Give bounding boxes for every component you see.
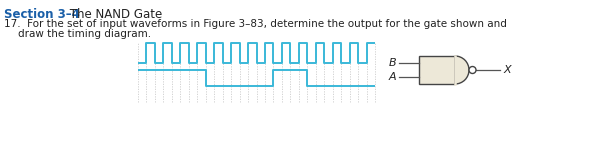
Text: X: X: [503, 65, 511, 75]
Circle shape: [469, 67, 476, 74]
Bar: [419, 56, 455, 84]
Text: draw the timing diagram.: draw the timing diagram.: [18, 29, 151, 39]
Text: 17.  For the set of input waveforms in Figure 3–83, determine the output for the: 17. For the set of input waveforms in Fi…: [4, 19, 507, 29]
Text: B: B: [388, 58, 396, 68]
Wedge shape: [455, 56, 469, 84]
Text: A: A: [388, 72, 396, 82]
Text: The NAND Gate: The NAND Gate: [66, 8, 162, 21]
Text: Section 3–4: Section 3–4: [4, 8, 80, 21]
